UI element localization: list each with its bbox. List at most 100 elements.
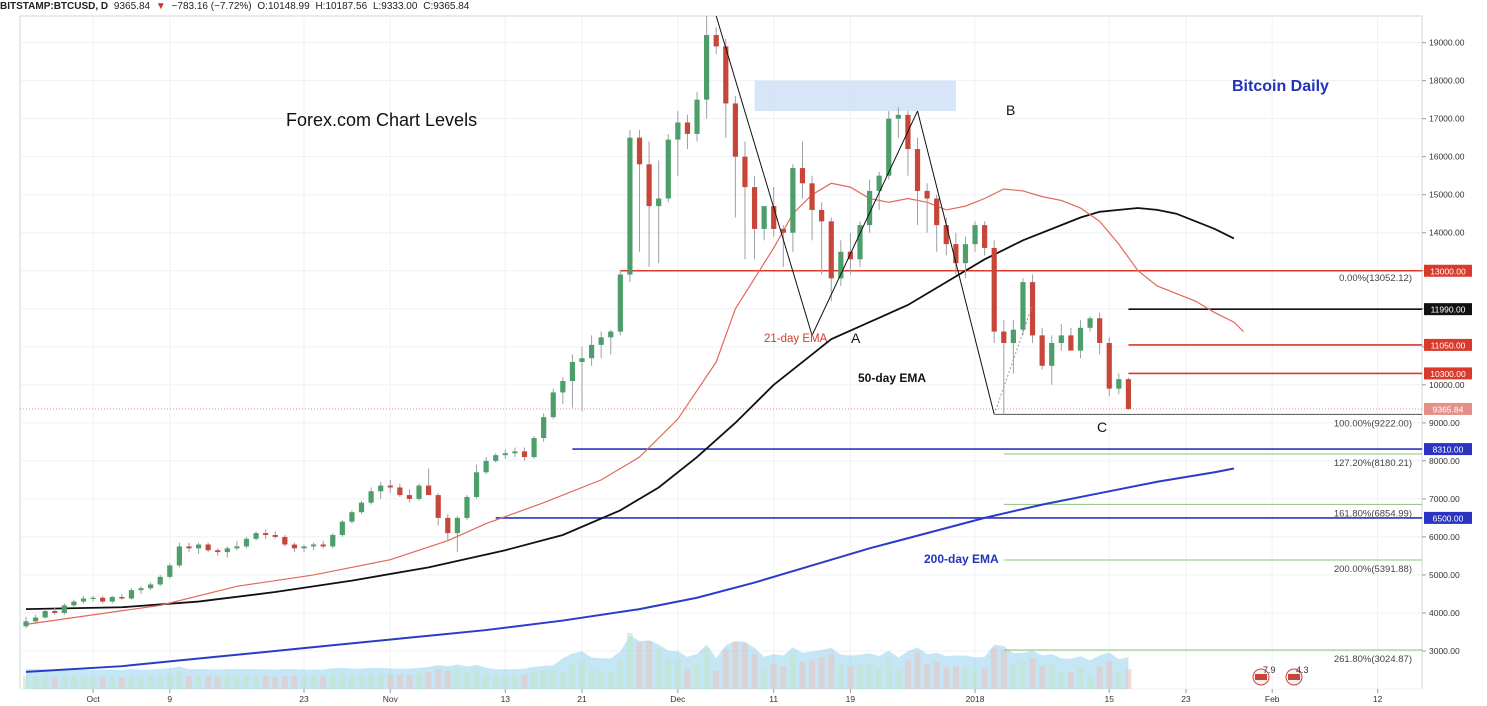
- x-tick-label: Oct: [86, 694, 100, 704]
- volume-bar: [588, 669, 595, 689]
- y-tick-label: 5000.00: [1429, 570, 1460, 580]
- price-axis[interactable]: 3000.00 4000.00 5000.00 6000.00 7000.00 8000.…: [1422, 38, 1472, 656]
- volume-bar: [454, 668, 461, 689]
- candle-body: [617, 274, 623, 332]
- fib-label: 100.00%(9222.00): [1334, 418, 1412, 429]
- candle-body: [1077, 327, 1084, 351]
- volume-bar: [943, 667, 950, 689]
- candle-body: [310, 544, 317, 547]
- pattern-line: [993, 304, 1034, 415]
- candle-body: [828, 221, 834, 279]
- volume-bar: [1115, 672, 1122, 689]
- volume-bar: [617, 659, 624, 689]
- volume-bar: [598, 670, 605, 689]
- volume-bar: [540, 670, 547, 689]
- candle-body: [694, 99, 700, 134]
- x-tick-label: Feb: [1265, 694, 1280, 704]
- volume-bar: [837, 665, 844, 689]
- volume-bar: [195, 675, 202, 689]
- watermark-text: Forex.com Chart Levels: [286, 110, 477, 130]
- candle-body: [349, 512, 355, 522]
- candle-body: [205, 544, 211, 551]
- volume-bar: [665, 658, 672, 689]
- volume-bar: [1125, 669, 1132, 689]
- candle-body: [157, 576, 163, 585]
- candle-body: [215, 550, 221, 553]
- candle-body: [924, 190, 930, 199]
- chart-title: Bitcoin Daily: [1232, 78, 1329, 95]
- volume-bar: [90, 677, 97, 689]
- y-tick-label: 4000.00: [1429, 608, 1460, 618]
- volume-bar: [368, 673, 375, 689]
- volume-bar: [99, 676, 106, 689]
- close-value: C:9365.84: [423, 1, 470, 12]
- x-tick-label: 12: [1373, 694, 1383, 704]
- volume-bar: [396, 674, 403, 689]
- volume-bars: [23, 632, 1132, 689]
- volume-bar: [387, 674, 394, 689]
- high-value: H:10187.56: [315, 1, 368, 12]
- candle-body: [90, 597, 96, 599]
- news-badges[interactable]: 7.9 4.3: [1252, 665, 1309, 686]
- candle-body: [608, 331, 614, 338]
- candle-body: [866, 190, 873, 226]
- fib-label: 261.80%(3024.87): [1334, 654, 1412, 665]
- volume-bar: [118, 677, 125, 689]
- candle-body: [71, 601, 77, 606]
- volume-bar: [262, 676, 269, 689]
- candle-body: [23, 621, 29, 627]
- y-tick-label: 17000.00: [1429, 114, 1465, 124]
- volume-bar: [962, 666, 969, 689]
- volume-bar: [924, 664, 931, 689]
- candle-body: [234, 546, 240, 549]
- candle-body: [1010, 329, 1016, 343]
- volume-bar: [1048, 664, 1055, 689]
- volume-bar: [722, 649, 729, 689]
- ema21-line: [25, 182, 1244, 625]
- volume-bar: [329, 674, 336, 689]
- candle-body: [1058, 335, 1064, 343]
- candle-body: [1020, 282, 1026, 330]
- volume-bar: [138, 676, 145, 689]
- volume-bar: [914, 652, 921, 689]
- volume-bar: [713, 670, 720, 689]
- candle-body: [339, 521, 345, 536]
- candle-body: [876, 175, 882, 191]
- volume-bar: [70, 676, 77, 689]
- volume-bar: [933, 661, 940, 689]
- candle-body: [291, 544, 298, 549]
- volume-bar: [674, 659, 681, 689]
- volume-bar: [1106, 661, 1113, 689]
- volume-bar: [626, 632, 633, 689]
- candle-body: [435, 495, 441, 518]
- plot-frame: [19, 15, 1423, 690]
- x-tick-label: 19: [846, 694, 856, 704]
- volume-bar: [42, 676, 49, 689]
- ema50-line: [25, 207, 1235, 611]
- price-tag-label: 10300.00: [1430, 369, 1466, 379]
- candle-body: [176, 546, 182, 566]
- candle-body: [1097, 318, 1103, 343]
- volume-bar: [569, 662, 576, 689]
- volume-bar: [780, 666, 787, 689]
- candle-body: [368, 491, 374, 503]
- candle-body: [1001, 331, 1007, 343]
- volume-bar: [1010, 662, 1017, 689]
- volume-bar: [646, 640, 653, 689]
- volume-bar: [511, 676, 518, 689]
- candle-body: [1125, 379, 1132, 409]
- price-tag: [1424, 303, 1472, 316]
- x-tick-label: 15: [1105, 694, 1115, 704]
- time-axis[interactable]: Oct 9 23 Nov 13 21 Dec 11 19 2018 15 23 Feb 12: [86, 689, 1383, 704]
- candle-body: [32, 617, 39, 622]
- pattern-line: [811, 110, 918, 336]
- volume-bar: [1067, 672, 1074, 689]
- y-tick-label: 18000.00: [1429, 76, 1465, 86]
- volume-bar: [981, 668, 988, 689]
- flag-stripe-icon: [1255, 674, 1267, 680]
- candle-body: [128, 590, 135, 599]
- candle-body: [579, 358, 585, 363]
- ema200-label: 200-day EMA: [924, 552, 999, 566]
- fib-label: 200.00%(5391.88): [1334, 564, 1412, 575]
